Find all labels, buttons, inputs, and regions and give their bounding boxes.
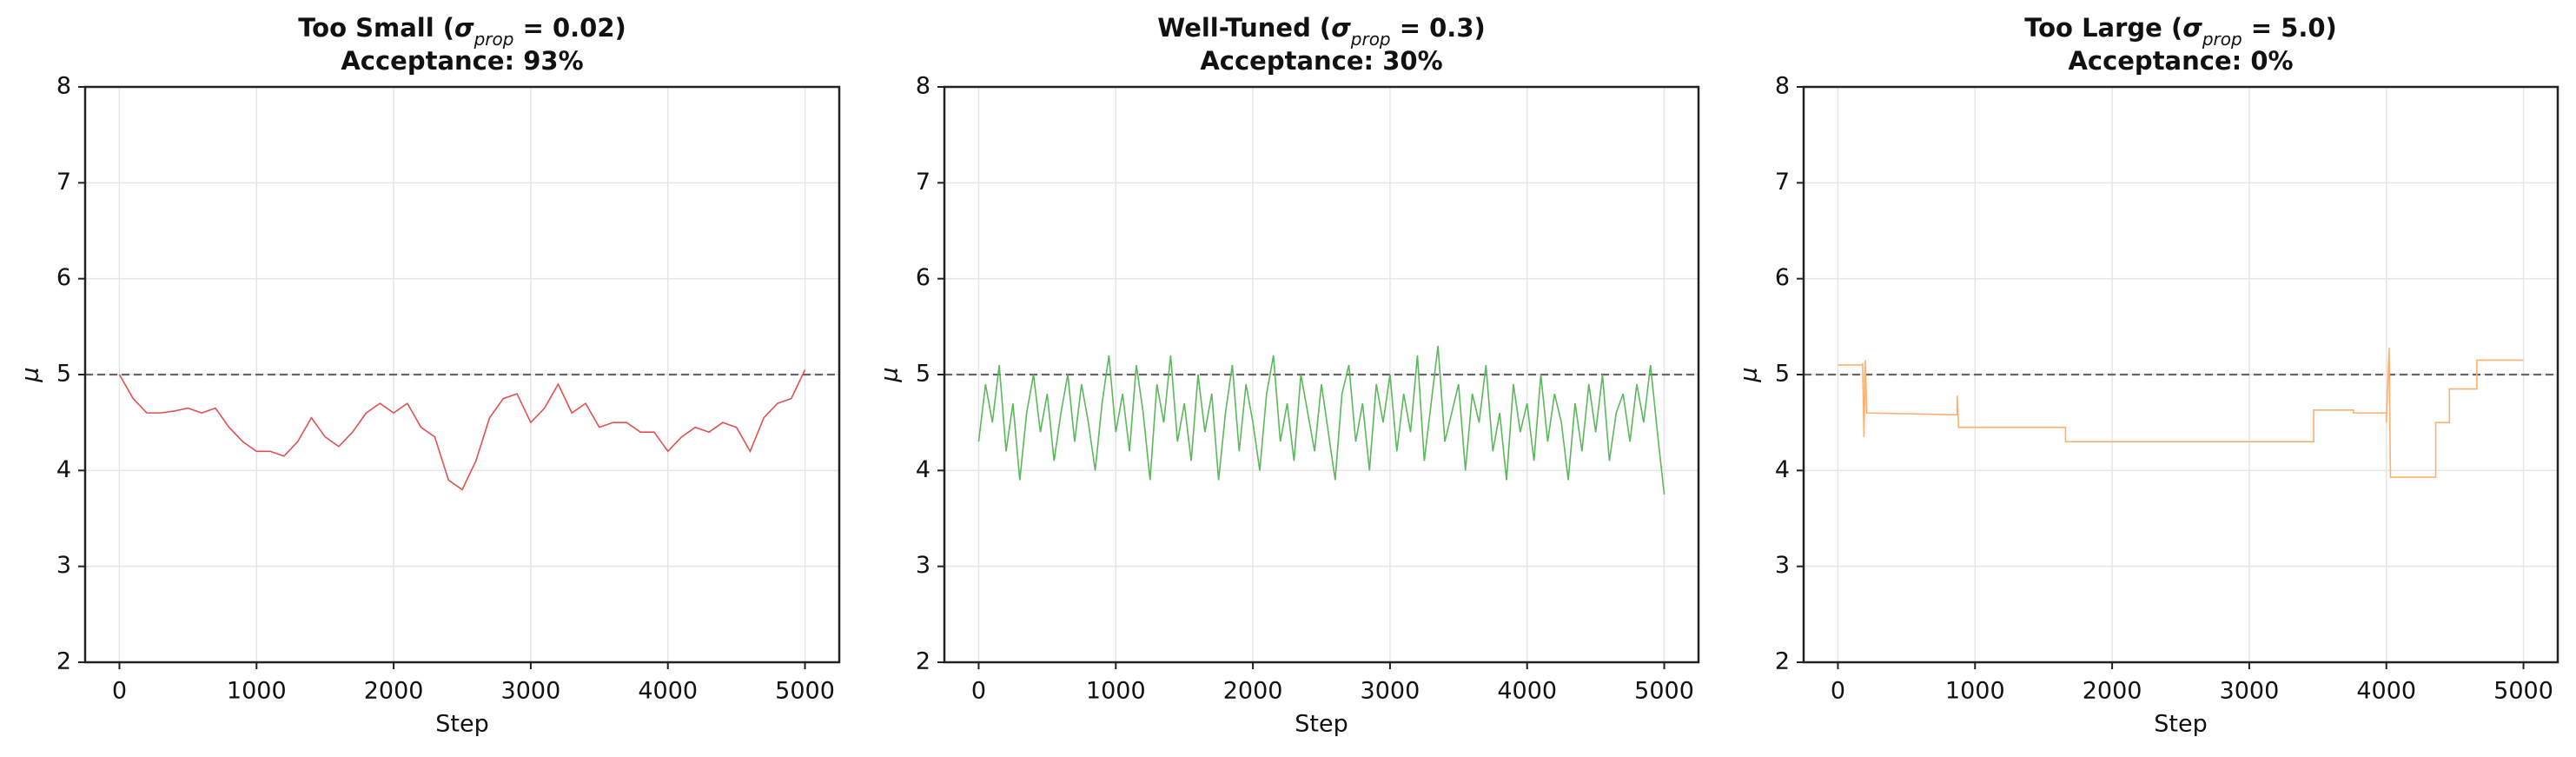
y-tick-label: 2: [56, 648, 71, 675]
x-tick-label: 4000: [638, 678, 698, 705]
x-tick-label: 5000: [1634, 678, 1694, 705]
y-tick-label: 5: [916, 361, 930, 388]
x-tick-label: 5000: [2493, 678, 2553, 705]
y-tick-label: 8: [916, 73, 930, 100]
x-axis-label: Step: [2154, 711, 2207, 738]
panel-title: Too Large (σprop = 5.0): [2024, 13, 2337, 50]
y-tick-label: 6: [916, 264, 930, 291]
x-tick-label: 3000: [2220, 678, 2280, 705]
x-tick-label: 1000: [227, 678, 287, 705]
title-part: σ: [2182, 13, 2202, 43]
panel-title: Too Small (σprop = 0.02): [298, 13, 626, 50]
panel-subtitle: Acceptance: 0%: [2068, 46, 2293, 76]
panel-subtitle: Acceptance: 30%: [1200, 46, 1442, 76]
title-part: σ: [1331, 13, 1351, 43]
axes-frame: [83, 85, 841, 664]
x-tick-label: 1000: [1086, 678, 1146, 705]
y-tick-label: 5: [56, 361, 71, 388]
x-tick-label: 4000: [2356, 678, 2416, 705]
trace-line: [977, 345, 1665, 495]
y-tick-label: 2: [916, 648, 930, 675]
y-axis-label: μ: [877, 367, 904, 382]
y-tick-label: 8: [1775, 73, 1790, 100]
y-axis-label: μ: [17, 367, 44, 382]
x-tick-label: 2000: [364, 678, 424, 705]
y-tick-label: 4: [1775, 456, 1790, 483]
y-tick-label: 4: [56, 456, 71, 483]
x-axis-label: Step: [435, 711, 488, 738]
panel-subtitle: Acceptance: 93%: [341, 46, 583, 76]
y-tick-label: 8: [56, 73, 71, 100]
y-tick-label: 3: [56, 552, 71, 579]
title-part: prop: [1350, 29, 1391, 50]
x-tick-label: 4000: [1497, 678, 1557, 705]
title-part: = 0.02): [513, 13, 626, 43]
title-part: prop: [2202, 29, 2242, 50]
panel: Too Large (σprop = 5.0)Acceptance: 0% 2 3 4…: [1736, 13, 2559, 738]
title-part: = 5.0): [2242, 13, 2337, 43]
y-tick-label: 6: [1775, 264, 1790, 291]
y-tick-label: 6: [56, 264, 71, 291]
trace-line: [1838, 348, 2524, 478]
x-tick-label: 3000: [1361, 678, 1420, 705]
panel-title: Well-Tuned (σprop = 0.3): [1157, 13, 1486, 50]
x-tick-label: 0: [1831, 678, 1845, 705]
title-part: prop: [473, 29, 514, 50]
x-axis-label: Step: [1295, 711, 1348, 738]
y-tick-label: 5: [1775, 361, 1790, 388]
y-tick-label: 7: [1775, 169, 1790, 196]
y-tick-label: 2: [1775, 648, 1790, 675]
panel: Well-Tuned (σprop = 0.3)Acceptance: 30% 2…: [877, 13, 1700, 738]
x-tick-label: 0: [971, 678, 986, 705]
x-tick-label: 0: [112, 678, 127, 705]
y-tick-label: 3: [1775, 552, 1790, 579]
title-part: σ: [454, 13, 474, 43]
title-part: Too Small (: [298, 13, 454, 43]
x-tick-label: 5000: [775, 678, 835, 705]
title-part: Well-Tuned (: [1157, 13, 1331, 43]
x-tick-label: 1000: [1945, 678, 2005, 705]
x-tick-label: 2000: [1223, 678, 1283, 705]
axes-frame: [943, 85, 1700, 664]
y-tick-label: 3: [916, 552, 930, 579]
panel: Too Small (σprop = 0.02)Acceptance: 93% 2…: [17, 13, 841, 738]
x-tick-label: 3000: [501, 678, 561, 705]
title-part: Too Large (: [2024, 13, 2182, 43]
title-part: = 0.3): [1391, 13, 1486, 43]
y-axis-label: μ: [1736, 367, 1763, 382]
y-tick-label: 4: [916, 456, 930, 483]
y-tick-label: 7: [56, 169, 71, 196]
axes-frame: [1802, 85, 2559, 664]
trace-line: [118, 369, 806, 491]
y-tick-label: 7: [916, 169, 930, 196]
x-tick-label: 2000: [2083, 678, 2142, 705]
